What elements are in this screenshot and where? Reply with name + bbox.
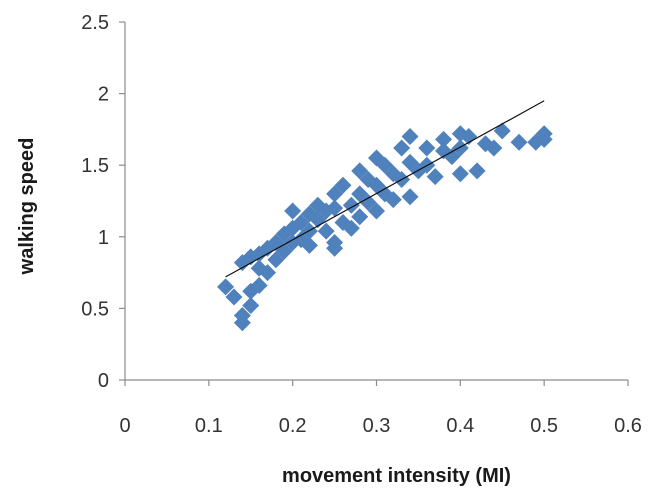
tick-labels: 0 0.5 1 1.5 2 2.5 0 0.1 0.2 0.3 0.4 0.5 0.6 [81,12,642,437]
x-tick-label: 0.3 [363,415,391,437]
y-tick-label: 1 [98,227,109,249]
x-tick-label: 0.4 [446,415,474,437]
y-tick-label: 2.5 [81,12,109,34]
data-point [233,254,251,272]
data-point [535,130,553,148]
x-axis-title: movement intensity (MI) [282,465,511,487]
x-tick-label: 0.1 [195,415,223,437]
data-point [225,288,243,306]
data-point [326,239,344,257]
data-point [300,236,318,254]
data-point [242,297,260,315]
data-point [317,222,335,240]
x-tick-label: 0.5 [530,415,558,437]
data-point [426,168,444,186]
y-tick-label: 2 [98,84,109,106]
x-tick-label: 0 [119,415,130,437]
data-point [384,191,402,209]
data-point [250,276,268,294]
x-tick-label: 0.6 [614,415,642,437]
data-point [351,208,369,226]
x-tick-label: 0.2 [279,415,307,437]
y-tick-label: 1.5 [81,155,109,177]
data-point [401,188,419,206]
trendline [225,100,545,278]
data-point [401,128,419,146]
data-points [217,122,553,332]
axes [119,21,629,386]
data-point [418,139,436,157]
data-point [493,122,511,140]
trendline-group [225,100,545,278]
y-axis-title: walking speed [16,138,38,276]
y-tick-label: 0 [98,370,109,392]
data-point [468,162,486,180]
data-point [259,264,277,282]
y-tick-label: 0.5 [81,298,109,320]
data-point [451,139,469,157]
data-point [435,130,453,148]
data-point [217,278,235,296]
data-point [326,199,344,217]
data-point [510,133,528,151]
data-point [393,139,411,157]
data-point [485,139,503,157]
data-point [342,219,360,237]
data-point [451,165,469,183]
data-point [233,314,251,332]
data-point [284,202,302,220]
data-point [368,202,385,220]
data-point [334,176,352,194]
